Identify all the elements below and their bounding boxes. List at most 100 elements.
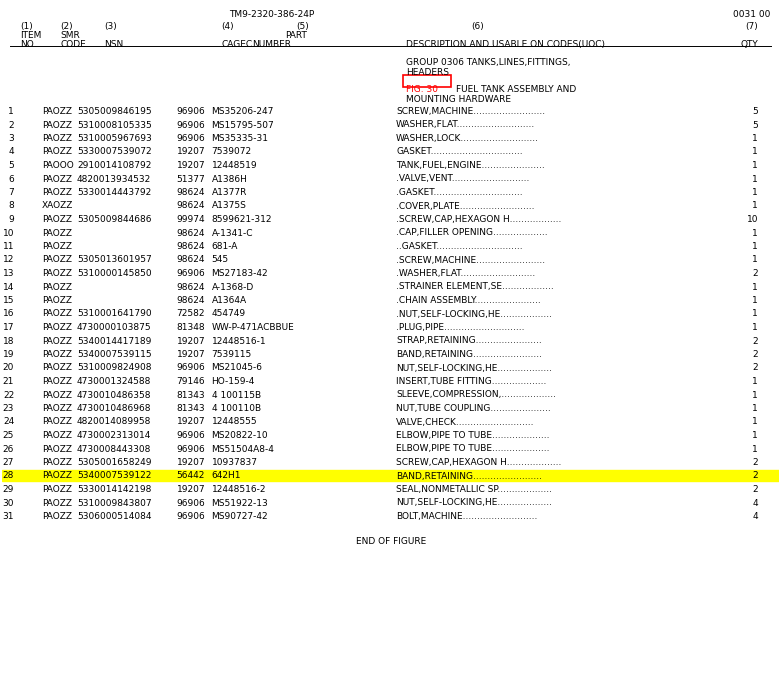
Text: .CAP,FILLER OPENING...................: .CAP,FILLER OPENING................... [396,228,548,237]
Text: 96906: 96906 [177,107,206,116]
Text: .CHAIN ASSEMBLY.......................: .CHAIN ASSEMBLY....................... [396,296,541,305]
Text: 5330014443792: 5330014443792 [77,188,151,197]
Text: 5305009844686: 5305009844686 [77,215,151,224]
Text: 8: 8 [9,202,14,211]
Text: PAOZZ: PAOZZ [42,174,72,183]
Text: NSN: NSN [104,40,123,49]
Text: 5: 5 [753,121,758,130]
Text: 4: 4 [753,512,758,521]
Text: 98624: 98624 [177,283,205,292]
Text: 31: 31 [2,512,14,521]
Text: WW-P-471ACBBUE: WW-P-471ACBBUE [212,323,294,332]
Text: 5306000514084: 5306000514084 [77,512,151,521]
Text: PAOZZ: PAOZZ [42,107,72,116]
Text: 96906: 96906 [177,364,206,372]
Text: TANK,FUEL,ENGINE......................: TANK,FUEL,ENGINE...................... [396,161,545,170]
Text: 24: 24 [3,418,14,427]
Text: 5340014417189: 5340014417189 [77,337,151,346]
Text: DESCRIPTION AND USABLE ON CODES(UOC): DESCRIPTION AND USABLE ON CODES(UOC) [406,40,605,49]
Text: 96906: 96906 [177,512,206,521]
Text: PAOZZ: PAOZZ [42,471,72,480]
Text: QTY: QTY [740,40,758,49]
Text: 5310000145850: 5310000145850 [77,269,152,278]
Text: STRAP,RETAINING.......................: STRAP,RETAINING....................... [396,337,542,346]
Text: SCREW,MACHINE.........................: SCREW,MACHINE......................... [396,107,545,116]
Text: BAND,RETAINING........................: BAND,RETAINING........................ [396,471,542,480]
Text: 5: 5 [753,107,758,116]
Text: SCREW,CAP,HEXAGON H...................: SCREW,CAP,HEXAGON H................... [396,458,562,467]
Text: 5: 5 [9,161,14,170]
Text: 99974: 99974 [177,215,206,224]
Text: 21: 21 [3,377,14,386]
Text: 8599621-312: 8599621-312 [212,215,272,224]
Text: VALVE,CHECK...........................: VALVE,CHECK........................... [396,418,534,427]
Text: 5330007539072: 5330007539072 [77,147,152,156]
Text: 4730002313014: 4730002313014 [77,431,151,440]
Text: 6: 6 [9,174,14,183]
Text: MS21045-6: MS21045-6 [212,364,263,372]
Text: 96906: 96906 [177,445,206,453]
Text: 10: 10 [2,228,14,237]
Text: 96906: 96906 [177,499,206,508]
Text: BAND,RETAINING........................: BAND,RETAINING........................ [396,350,542,359]
Text: MS27183-42: MS27183-42 [212,269,268,278]
Text: GASKET................................: GASKET................................ [396,147,523,156]
Text: 642H1: 642H1 [212,471,241,480]
Text: 1: 1 [753,404,758,413]
Text: (3): (3) [104,22,117,31]
Text: A-1341-C: A-1341-C [212,228,253,237]
Text: 10: 10 [746,215,758,224]
Text: (7): (7) [746,22,758,31]
Text: A-1368-D: A-1368-D [212,283,254,292]
Text: .VALVE,VENT...........................: .VALVE,VENT........................... [396,174,530,183]
Text: (4): (4) [221,22,234,31]
Text: 7539115: 7539115 [212,350,252,359]
Text: 4730000103875: 4730000103875 [77,323,152,332]
Text: PAOZZ: PAOZZ [42,390,72,399]
Text: 20: 20 [3,364,14,372]
Text: 19207: 19207 [177,147,206,156]
Text: 19207: 19207 [177,337,206,346]
Text: 14: 14 [3,283,14,292]
Text: MS35206-247: MS35206-247 [212,107,274,116]
Text: ELBOW,PIPE TO TUBE....................: ELBOW,PIPE TO TUBE.................... [396,431,549,440]
Text: (1): (1) [20,22,33,31]
Text: 5310005967693: 5310005967693 [77,134,152,143]
Text: MOUNTING HARDWARE: MOUNTING HARDWARE [406,95,511,104]
Text: A1375S: A1375S [212,202,246,211]
Text: 12448516-1: 12448516-1 [212,337,266,346]
Text: PAOZZ: PAOZZ [42,215,72,224]
Text: 2: 2 [753,337,758,346]
Text: 0031 00: 0031 00 [733,10,770,19]
Text: 29: 29 [3,485,14,494]
Text: CAGEC: CAGEC [221,40,252,49]
Text: 1: 1 [753,174,758,183]
Text: 81348: 81348 [177,323,206,332]
Text: 30: 30 [2,499,14,508]
Text: 5310001641790: 5310001641790 [77,309,152,318]
Text: 1: 1 [753,390,758,399]
Text: PAOZZ: PAOZZ [42,350,72,359]
Text: 23: 23 [3,404,14,413]
Text: 5330014142198: 5330014142198 [77,485,151,494]
Text: 1: 1 [753,147,758,156]
Text: 1: 1 [753,188,758,197]
Text: FIG. 30: FIG. 30 [406,85,438,94]
Text: 2: 2 [753,485,758,494]
Text: 1: 1 [753,242,758,251]
Text: MS51504A8-4: MS51504A8-4 [212,445,274,453]
Text: 681-A: 681-A [212,242,238,251]
Text: 51377: 51377 [177,174,206,183]
Text: 5305001658249: 5305001658249 [77,458,151,467]
Text: MS15795-507: MS15795-507 [212,121,274,130]
Text: 2: 2 [753,269,758,278]
Text: PAOZZ: PAOZZ [42,499,72,508]
Text: 1: 1 [753,161,758,170]
Text: 15: 15 [2,296,14,305]
Text: NUT,TUBE COUPLING.....................: NUT,TUBE COUPLING..................... [396,404,551,413]
Text: PAOZZ: PAOZZ [42,269,72,278]
Text: PAOZZ: PAOZZ [42,309,72,318]
Text: CODE: CODE [60,40,86,49]
Text: 98624: 98624 [177,255,205,265]
Text: 2910014108792: 2910014108792 [77,161,151,170]
